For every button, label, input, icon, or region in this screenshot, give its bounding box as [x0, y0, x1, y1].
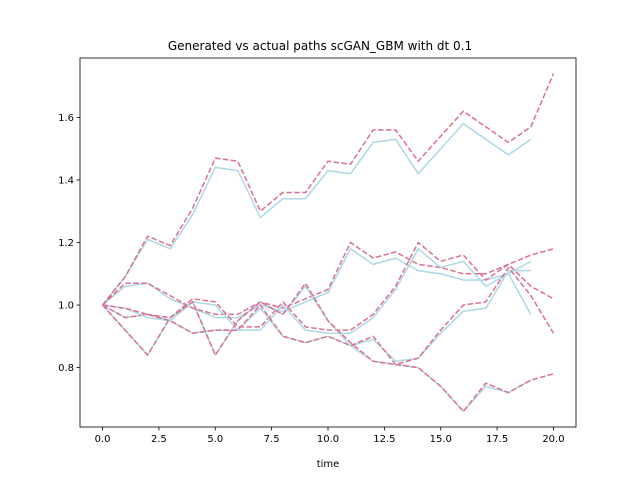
x-axis: 0.0 2.5 5.0 7.5 10.0 12.5 15.0 17.5 20.0 — [95, 427, 565, 445]
x-tick-label: 0.0 — [95, 434, 111, 445]
y-tick-label: 1.4 — [58, 175, 74, 186]
x-tick-label: 5.0 — [207, 434, 223, 445]
plot-lines — [101, 73, 555, 413]
x-axis-title: time — [317, 459, 340, 470]
generated-path-line-0 — [101, 122, 532, 306]
x-tick-label: 15.0 — [430, 434, 452, 445]
y-tick-label: 1.0 — [58, 301, 74, 312]
actual-path-line-5 — [102, 241, 554, 331]
actual-path-line-9 — [101, 282, 554, 413]
x-tick-label: 7.5 — [264, 434, 280, 445]
x-tick-label: 10.0 — [317, 434, 339, 445]
y-tick-label: 1.2 — [58, 238, 74, 249]
actual-path-line-7 — [102, 266, 555, 366]
x-tick-label: 2.5 — [151, 434, 167, 445]
x-tick-label: 20.0 — [542, 434, 564, 445]
chart-title: Generated vs actual paths scGAN_GBM with… — [168, 39, 472, 53]
y-axis: 0.8 1.0 1.2 1.4 1.6 — [58, 113, 80, 374]
x-tick-label: 17.5 — [486, 434, 508, 445]
y-tick-label: 0.8 — [58, 363, 74, 374]
generated-path-line-4 — [102, 248, 532, 334]
y-tick-label: 1.6 — [58, 113, 74, 124]
actual-path-line-1 — [101, 73, 555, 306]
generated-path-line-2 — [102, 248, 532, 319]
x-tick-label: 12.5 — [373, 434, 395, 445]
actual-path-line-3 — [101, 241, 554, 316]
